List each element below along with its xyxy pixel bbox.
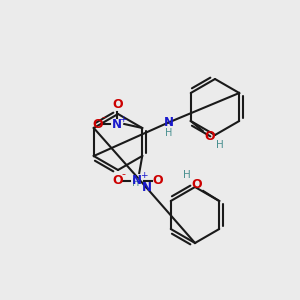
Text: +: + (119, 115, 127, 124)
Text: H: H (132, 178, 139, 188)
Text: N: N (164, 116, 173, 129)
Text: O: O (204, 130, 215, 143)
Text: N: N (132, 175, 142, 188)
Text: H: H (165, 128, 172, 137)
Text: -: - (101, 112, 105, 122)
Text: H: H (216, 140, 224, 150)
Text: O: O (152, 175, 163, 188)
Text: O: O (112, 98, 123, 110)
Text: O: O (92, 118, 103, 130)
Text: +: + (140, 172, 148, 181)
Text: O: O (112, 175, 123, 188)
Text: N: N (112, 118, 122, 130)
Text: H: H (183, 170, 191, 180)
Text: -: - (121, 169, 125, 179)
Text: N: N (141, 181, 152, 194)
Text: O: O (191, 178, 202, 190)
